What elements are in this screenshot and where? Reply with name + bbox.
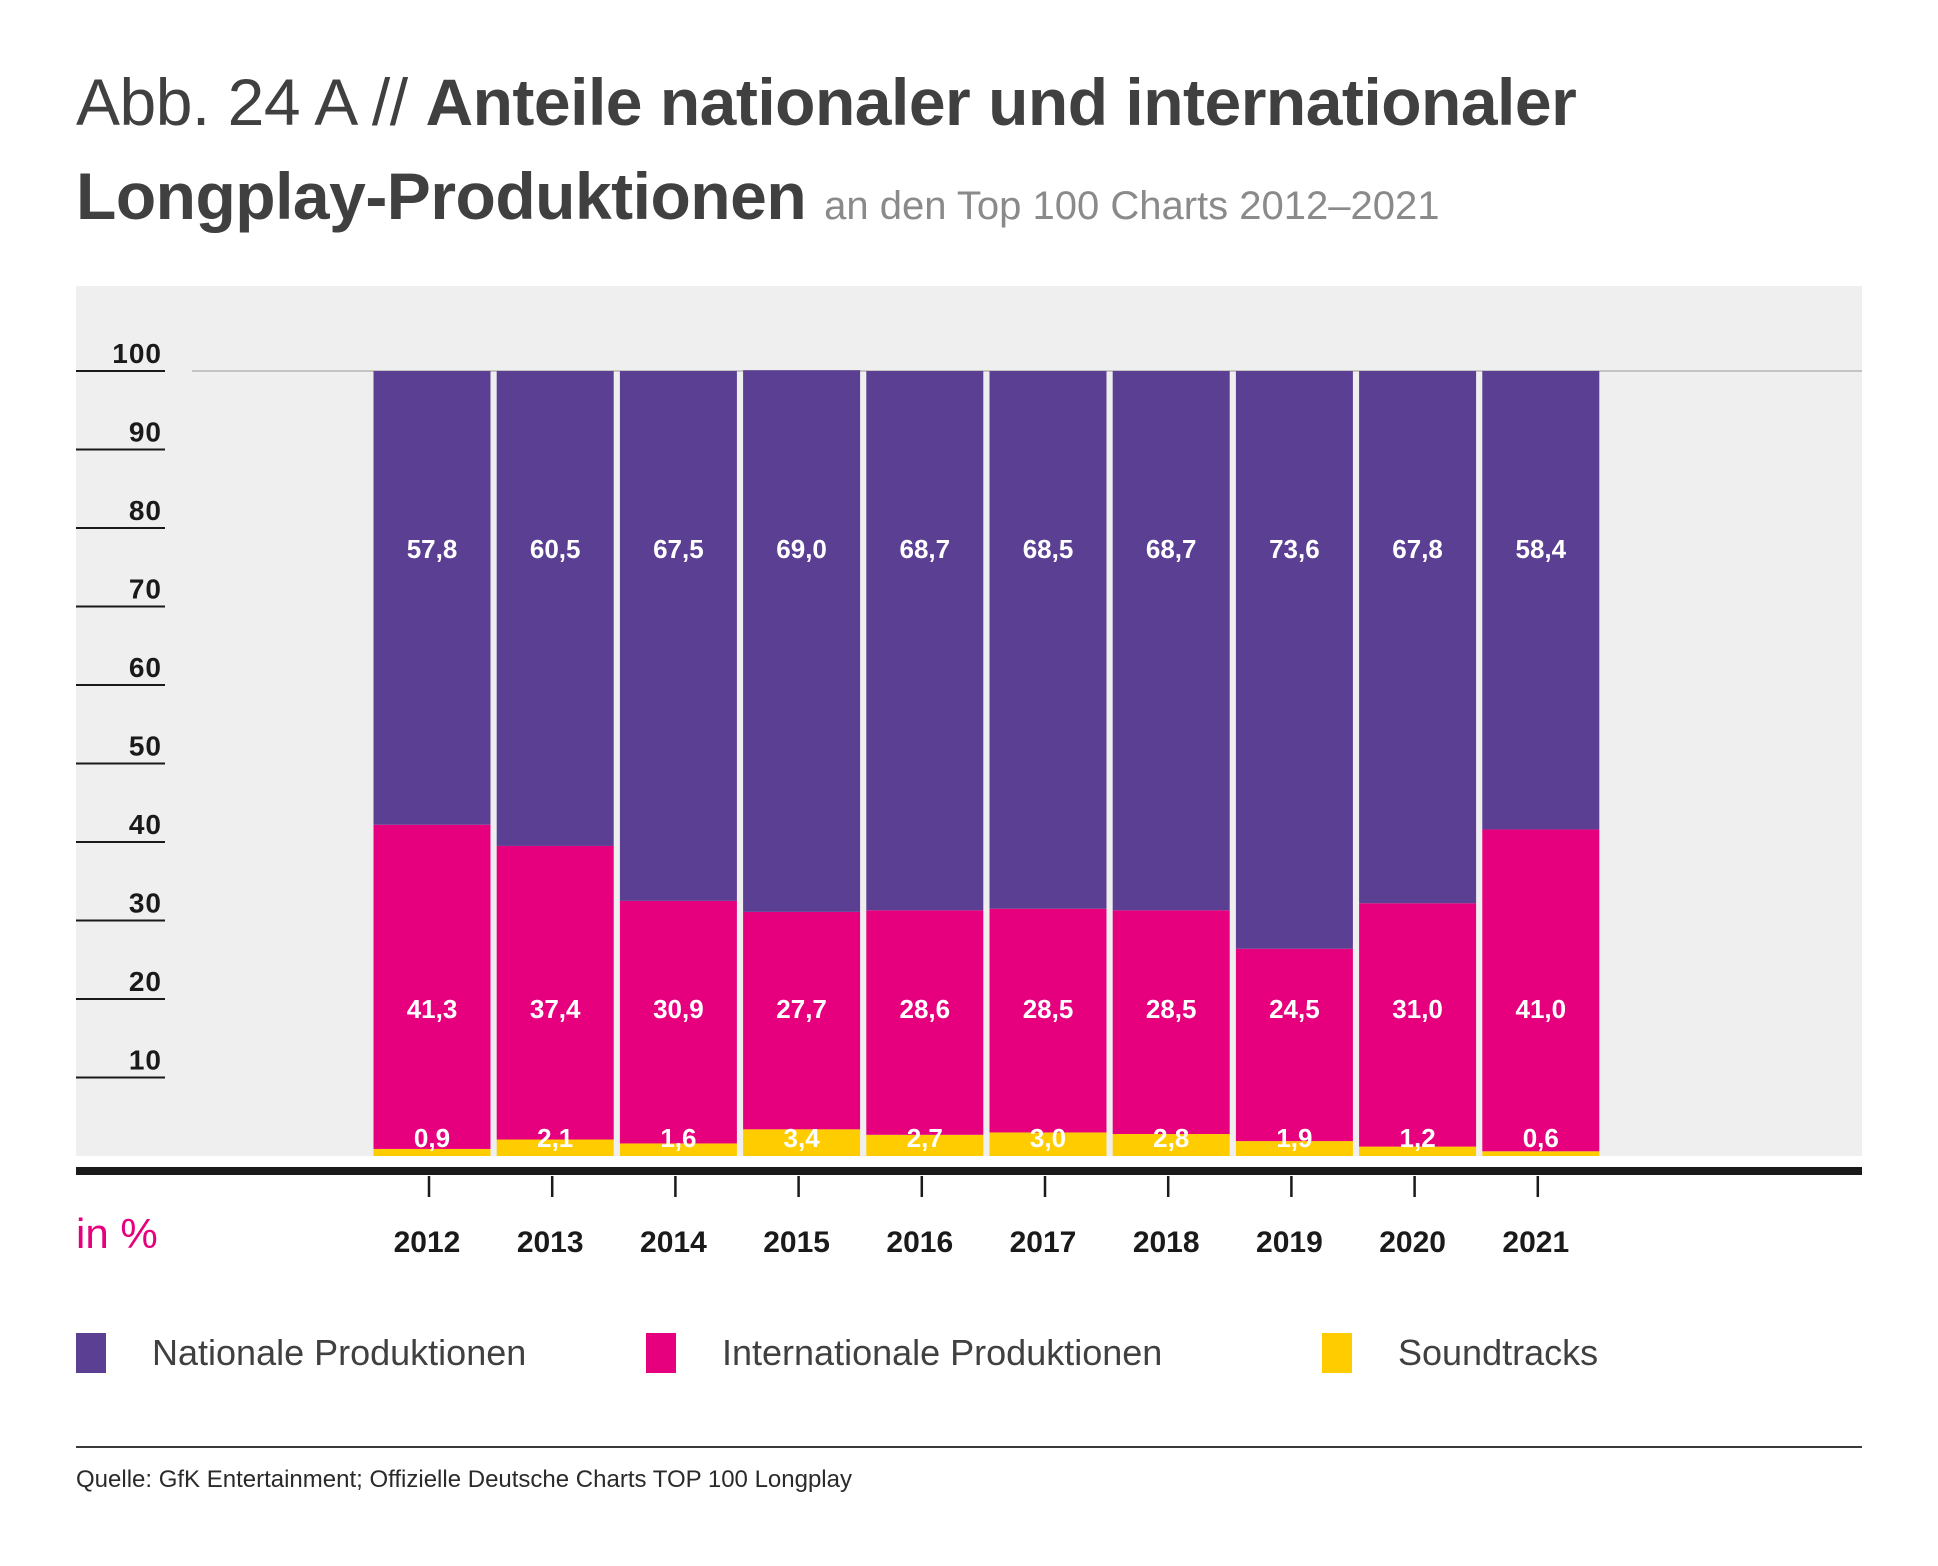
data-label-nationale-2016: 68,7 [899,534,950,564]
y-tick-label-10: 10 [129,1045,162,1076]
y-tick-label-100: 100 [112,338,162,369]
data-label-internationale-2021: 41,0 [1515,994,1566,1024]
data-label-soundtracks-2018: 2,8 [1153,1123,1189,1153]
bar-soundtracks-2014 [619,1143,737,1156]
bar-internationale-2015 [743,911,861,1130]
data-label-internationale-2013: 37,4 [530,994,581,1024]
bar-soundtracks-2019 [1235,1141,1353,1156]
bar-soundtracks-2017 [989,1132,1107,1156]
chart-title-main-2: Longplay-Produktionen [76,159,807,233]
y-tick-label-20: 20 [129,966,162,997]
data-label-soundtracks-2019: 1,9 [1276,1123,1312,1153]
y-tick-label-80: 80 [129,495,162,526]
footer-divider [76,1446,1862,1448]
bar-internationale-2021 [1482,829,1600,1152]
x-tick-label-2014: 2014 [640,1226,707,1259]
legend-label-nationale: Nationale Produktionen [152,1332,527,1373]
bar-internationale-2017 [989,908,1107,1133]
stacked-bar-chart: 10 20 30 40 50 60 70 80 90 100 0,9 41,3 57,8 2012 2,1 3… [76,286,1862,1259]
x-tick-label-2012: 2012 [394,1226,461,1259]
data-label-nationale-2021: 58,4 [1515,534,1566,564]
data-label-internationale-2015: 27,7 [776,994,827,1024]
y-tick-label-90: 90 [129,417,162,448]
bar-soundtracks-2021 [1482,1151,1600,1156]
bar-internationale-2016 [866,910,984,1135]
y-tick-label-70: 70 [129,574,162,605]
legend-label-soundtracks: Soundtracks [1398,1332,1599,1373]
x-tick-label-2015: 2015 [763,1226,830,1259]
y-tick-label-30: 30 [129,888,162,919]
bar-nationale-2019 [1235,371,1353,949]
data-label-internationale-2020: 31,0 [1392,994,1443,1024]
y-tick-label-40: 40 [129,809,162,840]
data-label-soundtracks-2020: 1,2 [1400,1123,1436,1153]
source-note: Quelle: GfK Entertainment; Offizielle De… [76,1466,852,1493]
bar-internationale-2014 [619,900,737,1144]
bar-internationale-2013 [496,845,614,1140]
bar-nationale-2015 [743,370,861,912]
data-label-internationale-2014: 30,9 [653,994,704,1024]
data-label-nationale-2015: 69,0 [776,534,827,564]
x-tick-label-2018: 2018 [1133,1226,1200,1259]
bar-internationale-2020 [1359,903,1477,1147]
unit-label: in % [76,1210,158,1257]
bar-nationale-2012 [373,371,491,825]
data-label-nationale-2014: 67,5 [653,534,704,564]
x-axis-baseline [76,1167,1862,1175]
bar-soundtracks-2018 [1112,1134,1230,1156]
data-label-soundtracks-2017: 3,0 [1030,1123,1066,1153]
x-tick-label-2016: 2016 [886,1226,953,1259]
data-label-nationale-2017: 68,5 [1023,534,1074,564]
data-label-nationale-2013: 60,5 [530,534,581,564]
bar-internationale-2012 [373,824,491,1149]
data-label-nationale-2019: 73,6 [1269,534,1320,564]
bar-nationale-2013 [496,371,614,846]
legend-label-internationale: Internationale Produktionen [722,1332,1163,1373]
data-label-nationale-2020: 67,8 [1392,534,1443,564]
data-label-soundtracks-2013: 2,1 [537,1123,573,1153]
data-label-internationale-2018: 28,5 [1146,994,1197,1024]
data-label-internationale-2012: 41,3 [407,994,458,1024]
x-tick-label-2013: 2013 [517,1226,584,1259]
data-label-internationale-2016: 28,6 [899,994,950,1024]
bar-nationale-2016 [866,371,984,911]
bar-soundtracks-2020 [1359,1146,1477,1156]
legend-swatch-internationale [646,1333,676,1373]
data-label-soundtracks-2014: 1,6 [660,1123,696,1153]
bar-nationale-2018 [1112,371,1230,911]
bar-nationale-2020 [1359,371,1477,904]
bar-internationale-2018 [1112,910,1230,1135]
data-label-internationale-2019: 24,5 [1269,994,1320,1024]
data-label-nationale-2012: 57,8 [407,534,458,564]
bar-nationale-2021 [1482,371,1600,830]
data-label-soundtracks-2012: 0,9 [414,1123,450,1153]
x-tick-label-2019: 2019 [1256,1226,1323,1259]
legend-swatch-soundtracks [1322,1333,1352,1373]
data-label-soundtracks-2016: 2,7 [907,1123,943,1153]
bar-internationale-2019 [1235,948,1353,1142]
x-tick-label-2017: 2017 [1010,1226,1077,1259]
bar-soundtracks-2016 [866,1134,984,1156]
y-tick-label-50: 50 [129,731,162,762]
legend-swatch-nationale [76,1333,106,1373]
data-label-soundtracks-2015: 3,4 [784,1123,821,1153]
data-label-soundtracks-2021: 0,6 [1523,1123,1559,1153]
x-tick-label-2020: 2020 [1379,1226,1446,1259]
bar-soundtracks-2015 [743,1129,861,1156]
figure-number: Abb. 24 A // [76,65,408,139]
bar-soundtracks-2013 [496,1139,614,1156]
x-tick-label-2021: 2021 [1502,1226,1569,1259]
y-tick-label-60: 60 [129,652,162,683]
bar-nationale-2014 [619,371,737,901]
bar-nationale-2017 [989,371,1107,909]
chart-subtitle: an den Top 100 Charts 2012–2021 [824,184,1440,228]
data-label-internationale-2017: 28,5 [1023,994,1074,1024]
chart-title-line1: Abb. 24 A // Anteile nationaler und inte… [76,64,1577,140]
bar-soundtracks-2012 [373,1148,491,1156]
chart-title-line2: Longplay-Produktionen an den Top 100 Char… [76,158,1439,234]
data-label-nationale-2018: 68,7 [1146,534,1197,564]
chart-title-main: Anteile nationaler und internationaler [425,65,1577,139]
